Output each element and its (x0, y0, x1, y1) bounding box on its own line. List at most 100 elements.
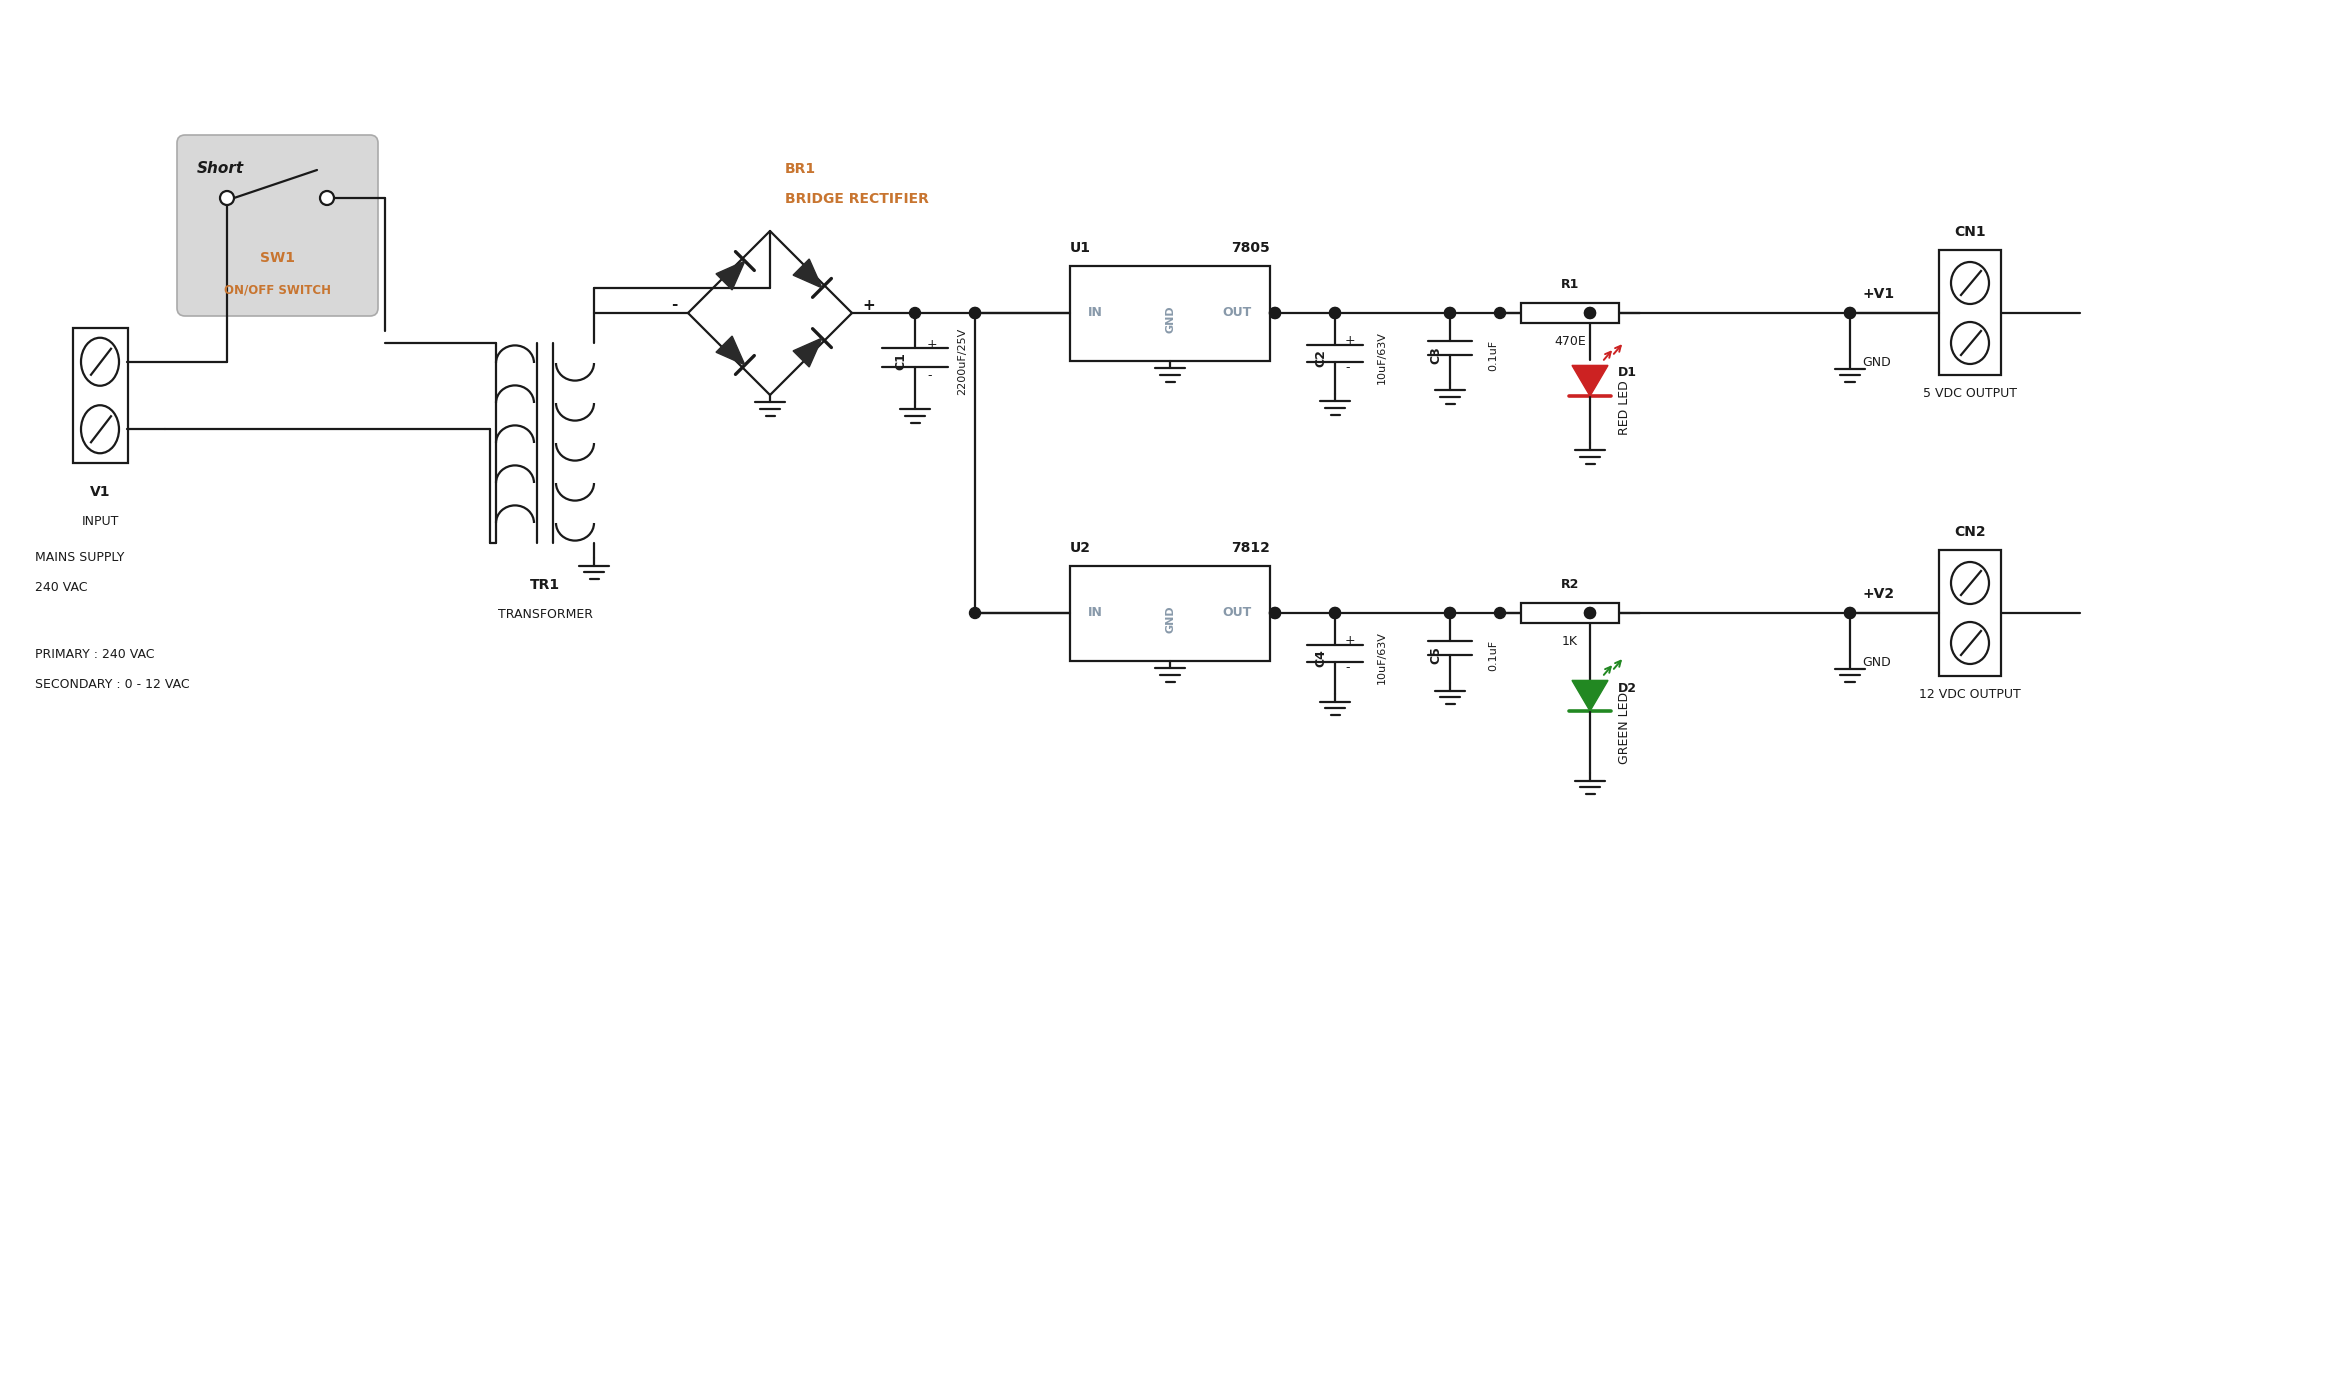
Text: BRIDGE RECTIFIER: BRIDGE RECTIFIER (784, 192, 929, 206)
Text: 0.1uF: 0.1uF (1489, 340, 1498, 371)
Text: -: - (927, 369, 932, 383)
Text: C3: C3 (1428, 345, 1442, 364)
Polygon shape (1573, 680, 1608, 710)
Circle shape (321, 191, 335, 205)
Text: GND: GND (1861, 357, 1892, 369)
Text: PRIMARY : 240 VAC: PRIMARY : 240 VAC (35, 648, 155, 662)
Text: GREEN LED: GREEN LED (1618, 692, 1632, 765)
Ellipse shape (82, 405, 119, 453)
Text: OUT: OUT (1222, 606, 1252, 620)
Text: BR1: BR1 (784, 162, 817, 176)
Circle shape (1269, 308, 1281, 319)
Text: +: + (861, 298, 876, 312)
Text: 7812: 7812 (1231, 542, 1271, 556)
Circle shape (969, 607, 981, 618)
Circle shape (1269, 607, 1281, 618)
Bar (1070, 266, 1271, 361)
Polygon shape (794, 259, 822, 288)
Text: 10uF/63V: 10uF/63V (1377, 332, 1386, 384)
Bar (1522, 304, 1620, 323)
Text: GND: GND (1166, 605, 1175, 632)
Circle shape (1494, 607, 1505, 618)
Bar (1070, 566, 1271, 660)
Text: 12 VDC OUTPUT: 12 VDC OUTPUT (1920, 688, 2020, 701)
Text: CN1: CN1 (1955, 224, 1985, 238)
Text: C4: C4 (1313, 649, 1327, 667)
Text: U2: U2 (1070, 542, 1091, 556)
Circle shape (1845, 607, 1856, 618)
Text: +: + (1346, 334, 1355, 347)
Text: ON/OFF SWITCH: ON/OFF SWITCH (225, 284, 330, 297)
Text: 240 VAC: 240 VAC (35, 581, 87, 593)
Text: INPUT: INPUT (82, 515, 119, 528)
Text: R2: R2 (1561, 578, 1580, 591)
Polygon shape (1573, 365, 1608, 396)
Text: Short: Short (197, 162, 243, 176)
Circle shape (1845, 308, 1856, 319)
Text: D2: D2 (1618, 681, 1636, 695)
Text: -: - (672, 298, 679, 312)
Text: D1: D1 (1618, 366, 1636, 379)
Circle shape (1330, 308, 1341, 319)
Text: 10uF/63V: 10uF/63V (1377, 631, 1386, 684)
Text: IN: IN (1089, 306, 1103, 319)
Ellipse shape (82, 337, 119, 386)
FancyBboxPatch shape (178, 135, 377, 316)
Circle shape (1444, 308, 1456, 319)
Text: 7805: 7805 (1231, 241, 1271, 255)
Ellipse shape (1950, 262, 1990, 304)
Bar (73, 327, 126, 462)
Text: +: + (1346, 634, 1355, 648)
Text: GND: GND (1861, 656, 1892, 669)
Circle shape (1330, 607, 1341, 618)
Circle shape (1585, 607, 1597, 618)
Text: V1: V1 (89, 485, 110, 499)
Text: TRANSFORMER: TRANSFORMER (499, 607, 592, 621)
Text: +V2: +V2 (1861, 586, 1894, 600)
Text: -: - (1346, 662, 1348, 674)
Circle shape (1269, 308, 1281, 319)
Circle shape (969, 308, 981, 319)
Circle shape (1330, 308, 1341, 319)
Circle shape (1845, 607, 1856, 618)
Text: R1: R1 (1561, 279, 1580, 291)
Text: SECONDARY : 0 - 12 VAC: SECONDARY : 0 - 12 VAC (35, 678, 190, 691)
Circle shape (1444, 607, 1456, 618)
Text: MAINS SUPPLY: MAINS SUPPLY (35, 552, 124, 564)
Circle shape (1330, 607, 1341, 618)
Bar (1938, 251, 2002, 376)
Text: -: - (1346, 362, 1348, 375)
Bar (1938, 550, 2002, 676)
Text: 0.1uF: 0.1uF (1489, 639, 1498, 670)
Text: CN2: CN2 (1955, 525, 1985, 539)
Text: 470E: 470E (1554, 334, 1585, 348)
Circle shape (220, 191, 234, 205)
Text: OUT: OUT (1222, 306, 1252, 319)
Polygon shape (716, 260, 744, 290)
Text: +: + (927, 337, 939, 351)
Ellipse shape (1950, 623, 1990, 664)
Circle shape (1494, 308, 1505, 319)
Circle shape (1444, 308, 1456, 319)
Circle shape (1585, 308, 1597, 319)
Text: 2200uF/25V: 2200uF/25V (957, 327, 967, 394)
Bar (1522, 603, 1620, 623)
Text: C1: C1 (894, 352, 906, 371)
Text: C2: C2 (1313, 350, 1327, 366)
Text: 1K: 1K (1561, 635, 1578, 648)
Circle shape (969, 308, 981, 319)
Circle shape (1444, 607, 1456, 618)
Text: SW1: SW1 (260, 251, 295, 265)
Circle shape (911, 308, 920, 319)
Text: +V1: +V1 (1861, 287, 1894, 301)
Circle shape (1585, 308, 1597, 319)
Circle shape (1269, 607, 1281, 618)
Text: RED LED: RED LED (1618, 380, 1632, 436)
Polygon shape (716, 336, 744, 365)
Circle shape (1845, 308, 1856, 319)
Ellipse shape (1950, 322, 1990, 364)
Polygon shape (794, 338, 822, 366)
Text: C5: C5 (1428, 646, 1442, 664)
Circle shape (1585, 607, 1597, 618)
Text: U1: U1 (1070, 241, 1091, 255)
